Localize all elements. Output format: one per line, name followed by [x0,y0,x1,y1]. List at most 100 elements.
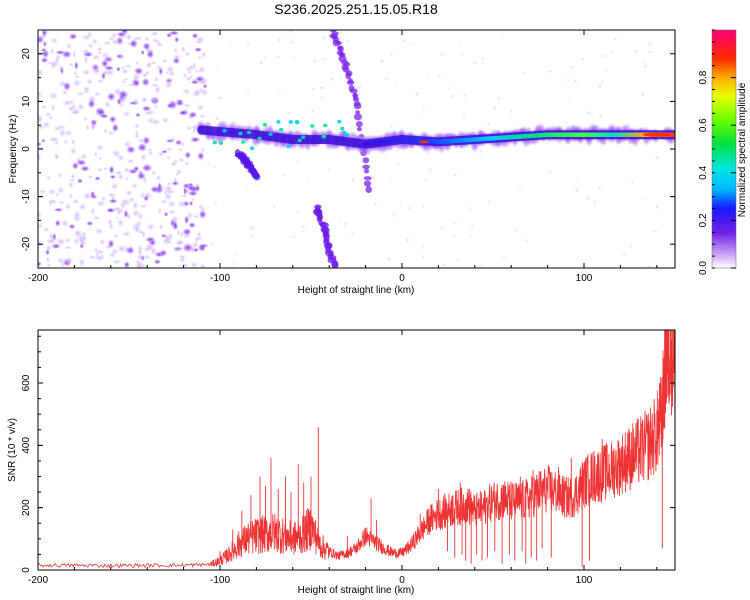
noise-blob [139,152,147,162]
noise-blob [116,31,127,37]
descending-trace-blob [365,186,373,193]
noise-blob [64,237,72,244]
noise-blob [313,58,317,64]
noise-blob [164,77,175,82]
colorbar-tick-label: 0.8 [698,70,709,84]
band-spot [240,140,246,144]
noise-blob [116,244,128,254]
snr-panel: -200 -100 0 100 0 200 400 600 Height of straigh… [7,329,676,596]
noise-blob [124,176,130,181]
noise-blob [93,91,103,97]
noise-blob [462,113,466,118]
noise-blob [123,64,133,69]
noise-blob [170,215,180,224]
noise-blob [496,96,501,101]
noise-blob [275,55,282,59]
band-spot [246,130,252,135]
descending-trace-blob [356,127,362,132]
noise-blob [131,182,139,190]
noise-blob [111,258,123,265]
noise-blob [568,98,572,102]
noise-blob [172,57,181,65]
noise-blob [38,261,42,267]
noise-blob [487,199,491,206]
noise-blob [83,55,89,65]
noise-blob [92,215,101,221]
noise-blob [639,91,646,97]
descending-trace-blob [362,164,370,170]
noise-blob [289,30,294,34]
noise-blob [182,227,192,237]
noise-blob [120,68,130,75]
noise-blob [110,148,122,159]
noise-blob [470,223,475,227]
noise-blob [104,100,112,109]
noise-blob [109,174,117,180]
descending-trace-blob [349,88,358,94]
noise-blob [205,162,212,165]
noise-blob [84,123,90,132]
noise-blob [61,89,69,96]
band-spot [323,123,328,128]
noise-blob [180,263,190,268]
noise-blob [143,36,151,42]
noise-blob [135,36,143,41]
noise-blob [184,151,192,159]
spectrogram-xlabel: Height of straight line (km) [298,285,415,296]
chart-title: S236.2025.251.15.05.R18 [274,1,438,17]
band-spot [342,130,347,135]
noise-blob [38,240,44,248]
noise-blob [79,153,88,160]
noise-blob [593,199,596,206]
noise-blob [570,65,575,69]
noise-blob [86,43,95,49]
band-spot [257,136,262,141]
noise-blob [186,210,194,221]
noise-blob [183,51,192,57]
band-spot [340,126,345,131]
noise-blob [187,184,195,192]
noise-blob [54,219,61,227]
noise-blob [106,92,116,102]
noise-blob [194,236,200,243]
noise-blob [99,113,109,119]
noise-blob [322,35,327,41]
noise-blob [339,217,343,220]
noise-blob [161,116,170,124]
noise-blob [64,256,75,265]
descending-trace-blob [362,157,370,164]
noise-blob [393,150,398,153]
noise-blob [126,82,136,87]
noise-blob [41,138,46,143]
noise-blob [181,88,192,95]
noise-blob [98,238,106,246]
noise-blob [173,220,178,229]
y-tick-label: -10 [21,189,32,204]
noise-blob [39,105,48,110]
noise-blob [63,245,73,250]
noise-blob [125,32,133,42]
band-spot [212,140,217,145]
noise-blob [471,61,478,65]
noise-blob [56,185,65,195]
noise-blob [258,60,264,65]
noise-blob [107,207,114,213]
noise-blob [288,39,295,44]
noise-blob [153,84,162,95]
noise-blob [404,237,410,243]
x-tick-label: -200 [28,575,48,586]
noise-blob [183,161,190,166]
noise-blob [107,239,115,249]
noise-blob [140,72,149,79]
noise-blob [573,78,578,84]
noise-blob [198,203,203,210]
colorbar-tick-label: 0.6 [698,118,709,132]
descending-trace-blob [336,41,342,45]
noise-blob [461,53,465,56]
noise-blob [63,81,71,92]
noise-blob [179,109,189,116]
noise-blob [53,207,64,212]
noise-blob [38,210,43,220]
noise-blob [441,263,446,267]
noise-blob [580,57,586,61]
